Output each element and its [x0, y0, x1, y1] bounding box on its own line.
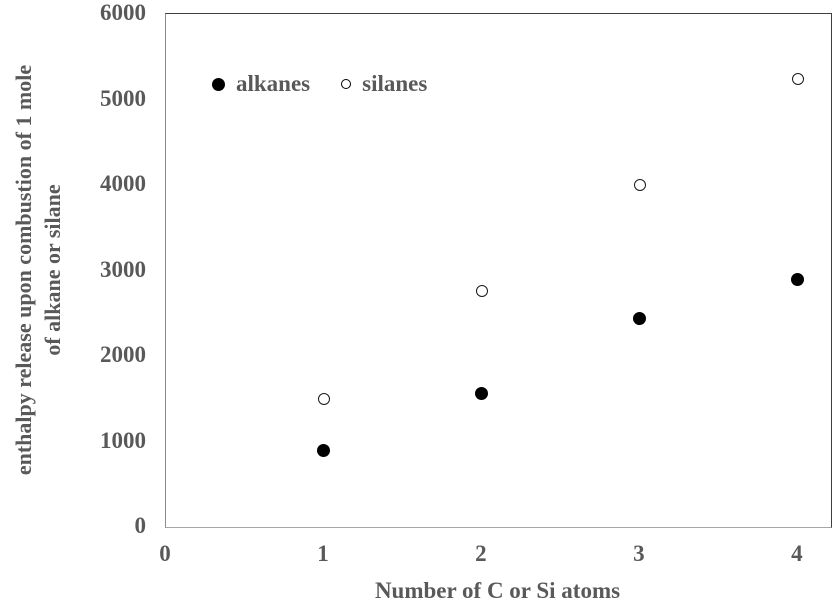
x-tick-label: 2	[475, 541, 487, 566]
data-point-alkanes-3	[633, 311, 647, 325]
x-tick-label: 3	[633, 541, 645, 566]
x-axis-title: Number of C or Si atoms	[374, 578, 621, 603]
open-circle-icon	[341, 79, 352, 89]
legend-item-silanes: silanes	[341, 71, 427, 97]
x-tick-label: 0	[159, 541, 171, 566]
y-tick-label: 6000	[100, 0, 146, 25]
y-tick-label: 0	[134, 513, 147, 538]
legend: alkanes silanes	[212, 71, 427, 97]
legend-label-silanes: silanes	[362, 71, 428, 96]
y-tick-label: 4000	[100, 171, 146, 196]
legend-label-alkanes: alkanes	[236, 71, 311, 96]
x-tick-label: 4	[791, 541, 803, 566]
y-tick-label: 2000	[100, 342, 146, 367]
data-point-silanes-2	[475, 285, 488, 298]
legend-item-alkanes: alkanes	[212, 71, 310, 97]
y-tick-label: 5000	[100, 85, 146, 111]
data-point-alkanes-2	[475, 387, 489, 401]
data-point-silanes-4	[791, 72, 804, 85]
data-point-silanes-1	[317, 392, 330, 405]
x-tick-label: 1	[317, 541, 329, 566]
y-tick-label: 3000	[100, 256, 146, 282]
data-point-silanes-3	[633, 179, 646, 191]
y-tick-label: 1000	[100, 427, 146, 453]
filled-circle-icon	[212, 77, 225, 91]
plot-area: alkanes silanes	[165, 13, 832, 528]
data-point-alkanes-4	[791, 272, 805, 286]
data-point-alkanes-1	[317, 444, 331, 458]
